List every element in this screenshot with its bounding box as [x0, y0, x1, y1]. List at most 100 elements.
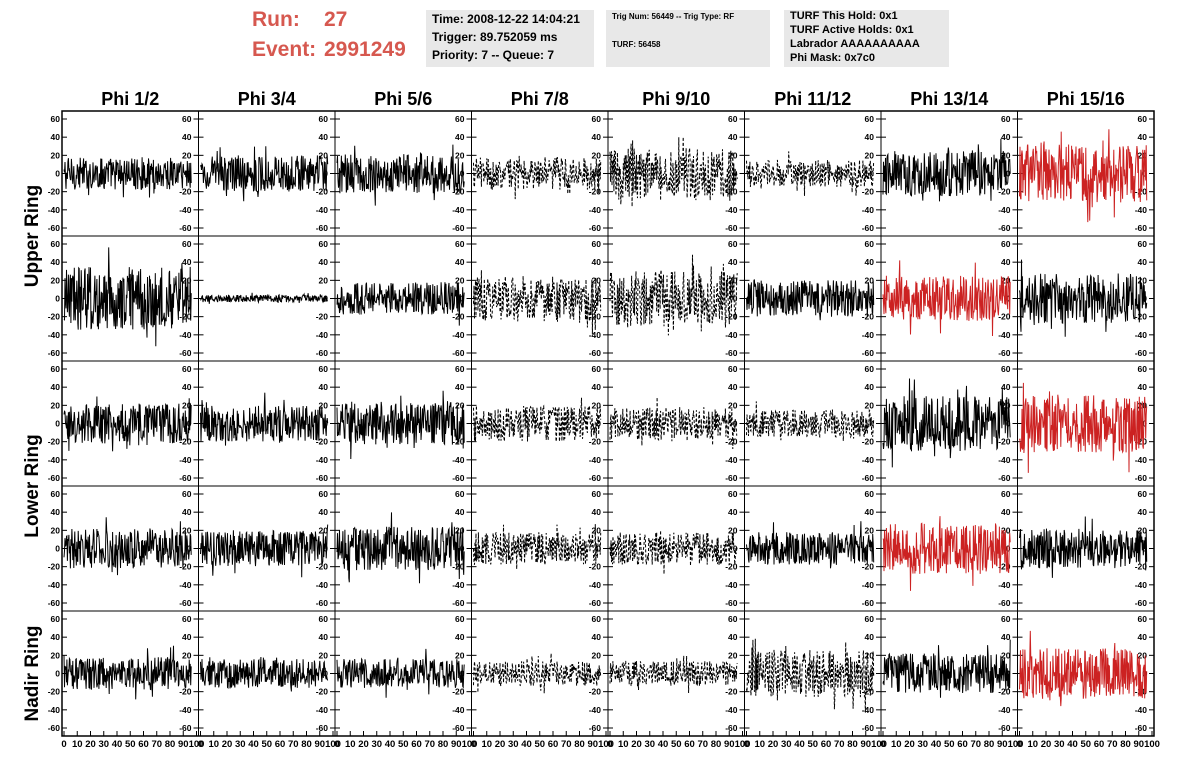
y-tick-label: -40: [1135, 205, 1148, 215]
y-tick-label: 40: [51, 507, 61, 517]
x-tick-label: 60: [275, 739, 286, 750]
labrador-line: Labrador AAAAAAAAAA: [790, 38, 920, 50]
y-tick-label: 60: [1001, 239, 1011, 249]
y-tick-label: -20: [316, 687, 329, 697]
y-tick-label: 40: [728, 632, 738, 642]
y-tick-label: -60: [48, 723, 61, 733]
y-tick-label: -40: [452, 580, 465, 590]
x-tick-label: 90: [587, 739, 598, 750]
x-tick-label: 20: [768, 739, 779, 750]
y-tick-label: -20: [316, 562, 329, 572]
y-tick-label: 60: [455, 489, 465, 499]
y-tick-label: 40: [592, 507, 602, 517]
y-tick-label: 60: [182, 239, 192, 249]
waveform-trace: [1019, 129, 1148, 223]
x-tick-label: 0: [1017, 739, 1022, 750]
y-tick-label: -60: [452, 723, 465, 733]
y-tick-label: 60: [865, 239, 875, 249]
x-tick-label: 50: [534, 739, 545, 750]
y-tick-label: -60: [998, 473, 1011, 483]
y-tick-label: -60: [1135, 473, 1148, 483]
waveform-trace: [336, 648, 465, 698]
x-tick-label: 10: [1027, 739, 1038, 750]
y-tick-label: 0: [55, 419, 60, 429]
y-tick-label: 60: [865, 114, 875, 124]
x-tick-label: 10: [72, 739, 83, 750]
run-value: 27: [324, 8, 348, 31]
y-tick-label: -40: [1135, 580, 1148, 590]
x-tick-label: 70: [561, 739, 572, 750]
y-tick-label: -40: [316, 580, 329, 590]
y-tick-label: 20: [1138, 650, 1148, 660]
y-tick-label: 40: [182, 257, 192, 267]
y-tick-label: -20: [725, 562, 738, 572]
waveform-trace: [882, 378, 1011, 468]
y-tick-label: -60: [48, 223, 61, 233]
y-tick-label: -20: [316, 437, 329, 447]
waveform-trace: [746, 401, 875, 442]
y-tick-label: 20: [1001, 150, 1011, 160]
y-tick-label: -60: [452, 598, 465, 608]
x-tick-label: 90: [860, 739, 871, 750]
y-tick-label: 60: [455, 614, 465, 624]
y-tick-label: -40: [1135, 705, 1148, 715]
x-tick-label: 70: [1107, 739, 1118, 750]
y-tick-label: 20: [728, 275, 738, 285]
column-header: Phi 1/2: [101, 89, 159, 109]
y-tick-label: -20: [862, 687, 875, 697]
waveform-trace: [200, 524, 329, 578]
y-tick-label: 40: [728, 132, 738, 142]
x-tick-label: 40: [385, 739, 396, 750]
x-tick-label: 60: [138, 739, 149, 750]
x-tick-label: 60: [1094, 739, 1105, 750]
ring-label: Upper Ring: [22, 185, 43, 287]
waveform-trace: [746, 151, 875, 196]
y-tick-label: 60: [1138, 489, 1148, 499]
y-tick-label: 60: [1001, 489, 1011, 499]
x-tick-label: 90: [997, 739, 1008, 750]
y-tick-label: -20: [179, 687, 192, 697]
x-tick-label: 30: [508, 739, 519, 750]
y-tick-label: -20: [998, 562, 1011, 572]
y-tick-label: -20: [179, 562, 192, 572]
y-tick-label: -20: [998, 312, 1011, 322]
y-tick-label: -40: [48, 705, 61, 715]
panel-frame: [471, 235, 609, 362]
turf-num-line: TURF: 56458: [612, 40, 661, 49]
y-tick-label: 40: [1138, 132, 1148, 142]
y-tick-label: 20: [455, 150, 465, 160]
waveform-trace: [473, 155, 602, 200]
y-tick-label: 0: [596, 544, 601, 554]
y-tick-label: -40: [589, 455, 602, 465]
event-value: 2991249: [324, 38, 406, 61]
y-tick-label: -40: [48, 580, 61, 590]
y-tick-label: -60: [316, 598, 329, 608]
y-tick-label: -40: [589, 705, 602, 715]
trig-num-line: Trig Num: 56449 -- Trig Type: RF: [612, 12, 735, 21]
column-header: Phi 3/4: [238, 89, 296, 109]
x-tick-label: 20: [904, 739, 915, 750]
y-tick-label: -40: [725, 580, 738, 590]
y-tick-label: -20: [998, 187, 1011, 197]
y-tick-label: 40: [455, 132, 465, 142]
y-tick-label: 60: [51, 239, 61, 249]
grid-frame: [61, 110, 1155, 737]
y-tick-label: -40: [725, 330, 738, 340]
y-tick-label: 20: [182, 275, 192, 285]
y-tick-label: -60: [179, 223, 192, 233]
y-tick-label: 40: [455, 257, 465, 267]
x-tick-label: 90: [451, 739, 462, 750]
waveform-trace: [63, 517, 192, 576]
y-tick-label: 20: [728, 400, 738, 410]
run-label: Run:: [252, 8, 300, 31]
y-tick-label: 0: [55, 544, 60, 554]
y-tick-label: -40: [725, 705, 738, 715]
y-tick-label: 60: [51, 614, 61, 624]
y-tick-label: -60: [998, 348, 1011, 358]
y-tick-label: -60: [998, 598, 1011, 608]
y-tick-label: 40: [51, 632, 61, 642]
column-header: Phi 5/6: [374, 89, 432, 109]
y-tick-label: 60: [182, 489, 192, 499]
y-tick-label: -20: [589, 687, 602, 697]
y-tick-label: -40: [862, 205, 875, 215]
